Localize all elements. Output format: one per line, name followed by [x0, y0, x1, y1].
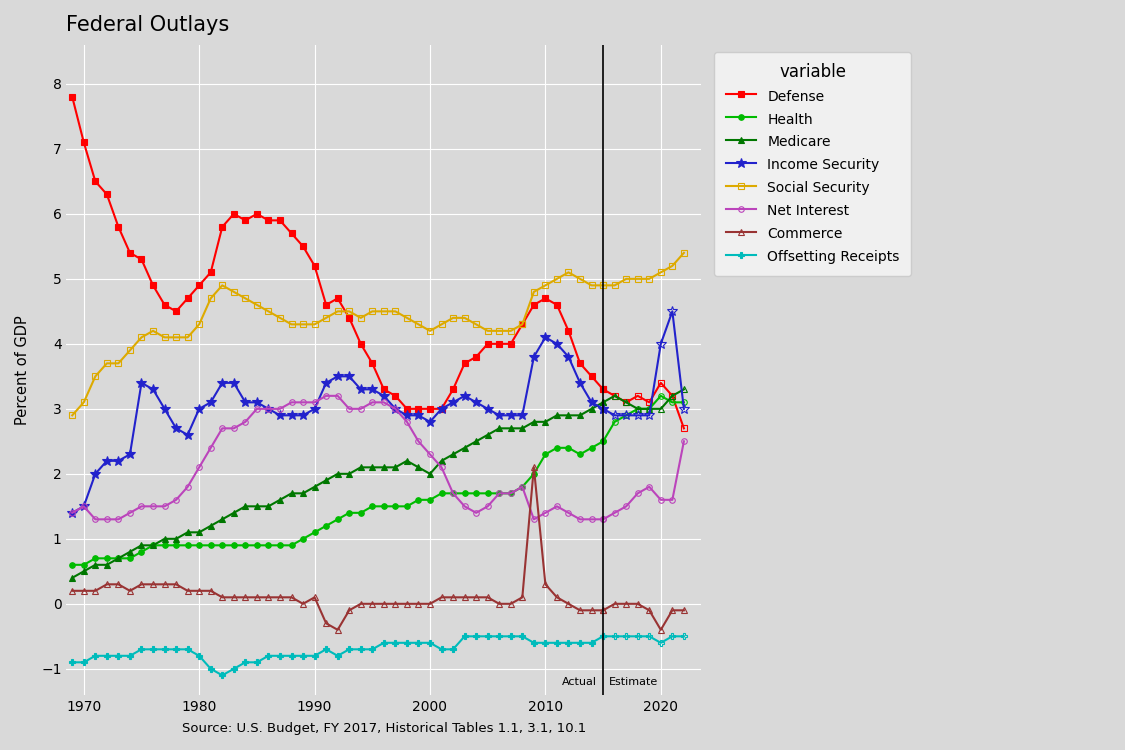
Y-axis label: Percent of GDP: Percent of GDP	[15, 315, 30, 424]
X-axis label: Source: U.S. Budget, FY 2017, Historical Tables 1.1, 3.1, 10.1: Source: U.S. Budget, FY 2017, Historical…	[182, 722, 586, 735]
Text: Actual: Actual	[562, 677, 597, 687]
Legend: Defense, Health, Medicare, Income Security, Social Security, Net Interest, Comme: Defense, Health, Medicare, Income Securi…	[714, 52, 911, 276]
Text: Estimate: Estimate	[609, 677, 658, 687]
Text: Federal Outlays: Federal Outlays	[66, 15, 230, 35]
